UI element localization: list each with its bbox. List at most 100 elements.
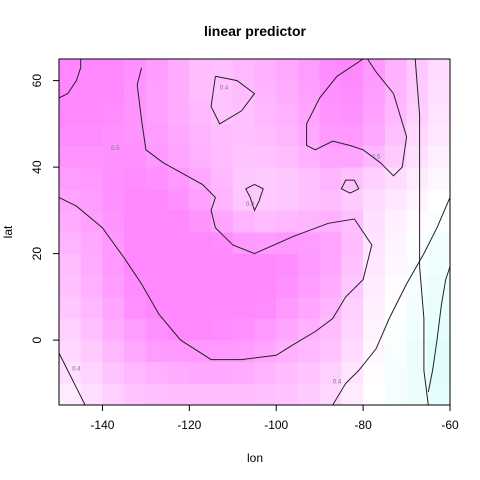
heatmap-cell bbox=[167, 80, 190, 103]
heatmap-cell bbox=[232, 210, 255, 233]
heatmap-cell bbox=[297, 80, 321, 103]
heatmap-cell bbox=[428, 167, 451, 190]
heatmap-cell bbox=[232, 253, 255, 276]
heatmap-cell bbox=[297, 59, 321, 82]
heatmap-cell bbox=[102, 361, 125, 384]
heatmap-cell bbox=[211, 80, 234, 103]
heatmap-cell bbox=[80, 188, 103, 211]
heatmap-cell bbox=[276, 383, 299, 406]
heatmap-cell bbox=[232, 232, 255, 255]
heatmap-cell bbox=[428, 340, 451, 363]
heatmap-cell bbox=[406, 188, 429, 211]
heatmap-cell bbox=[254, 59, 277, 82]
heatmap-cell bbox=[428, 383, 451, 406]
heatmap-cell bbox=[406, 340, 429, 363]
heatmap-cell bbox=[59, 318, 82, 341]
heatmap-cell bbox=[124, 188, 147, 211]
heatmap-cell bbox=[102, 318, 125, 341]
heatmap-cell bbox=[167, 123, 190, 146]
heatmap-cell bbox=[341, 80, 364, 103]
heatmap-cell bbox=[124, 340, 147, 363]
heatmap-cell bbox=[167, 167, 190, 190]
heatmap-cell bbox=[254, 145, 277, 168]
heatmap-cell bbox=[363, 188, 386, 211]
heatmap-cell bbox=[341, 296, 364, 319]
heatmap-cell bbox=[341, 275, 364, 298]
heatmap-cell bbox=[254, 232, 277, 255]
heatmap-cell bbox=[145, 232, 169, 255]
heatmap-cell bbox=[124, 167, 147, 190]
heatmap-cell bbox=[232, 383, 255, 406]
contour-line bbox=[58, 59, 82, 99]
heatmap-cell bbox=[341, 210, 364, 233]
heatmap-cell bbox=[254, 210, 277, 233]
heatmap-cell bbox=[406, 275, 429, 298]
heatmap-cell bbox=[145, 188, 169, 211]
heatmap-cell bbox=[276, 80, 299, 103]
heatmap-cell bbox=[363, 80, 386, 103]
heatmap-cell bbox=[384, 318, 407, 341]
heatmap-cell bbox=[80, 210, 103, 233]
contour-line bbox=[210, 75, 256, 125]
y-axis-label: lat bbox=[1, 225, 15, 238]
heatmap-cell bbox=[124, 59, 147, 82]
heatmap-cell bbox=[276, 253, 299, 276]
contour-label: 0.4 bbox=[333, 379, 342, 385]
heatmap-cell bbox=[319, 210, 342, 233]
heatmap-cell bbox=[297, 145, 321, 168]
heatmap-cell bbox=[211, 383, 234, 406]
heatmap-cell bbox=[124, 102, 147, 125]
heatmap-cell bbox=[297, 361, 321, 384]
heatmap-cell bbox=[297, 167, 321, 190]
heatmap-cell bbox=[363, 59, 386, 82]
heatmap-cell bbox=[363, 318, 386, 341]
heatmap-cell bbox=[145, 296, 169, 319]
heatmap-cell bbox=[341, 340, 364, 363]
heatmap-cell bbox=[319, 102, 342, 125]
heatmap-cell bbox=[189, 232, 212, 255]
contour-line bbox=[414, 58, 429, 406]
heatmap-cell bbox=[384, 383, 407, 406]
heatmap-cell bbox=[297, 102, 321, 125]
heatmap-cell bbox=[232, 188, 255, 211]
x-tick-label: -80 bbox=[354, 418, 372, 432]
heatmap-cell bbox=[145, 383, 169, 406]
heatmap-cell bbox=[102, 296, 125, 319]
y-tick-label: 40 bbox=[30, 160, 44, 174]
heatmap-cell bbox=[145, 361, 169, 384]
heatmap-cell bbox=[363, 361, 386, 384]
contour-line bbox=[245, 183, 264, 212]
heatmap-cell bbox=[102, 167, 125, 190]
heatmap-cell bbox=[276, 123, 299, 146]
heatmap-cell bbox=[102, 102, 125, 125]
heatmap-cell bbox=[211, 232, 234, 255]
heatmap-cell bbox=[232, 102, 255, 125]
heatmap-cell bbox=[254, 102, 277, 125]
heatmap-cell bbox=[189, 167, 212, 190]
heatmap-cell bbox=[59, 232, 82, 255]
contour-line bbox=[58, 67, 373, 361]
heatmap-cell bbox=[276, 102, 299, 125]
heatmap-cell bbox=[363, 275, 386, 298]
heatmap-cell bbox=[59, 340, 82, 363]
heatmap-cell bbox=[254, 318, 277, 341]
heatmap-cell bbox=[124, 275, 147, 298]
heatmap-cell bbox=[363, 123, 386, 146]
heatmap-cell bbox=[254, 123, 277, 146]
heatmap-cell bbox=[428, 80, 451, 103]
heatmap-cell bbox=[80, 102, 103, 125]
heatmap-cell bbox=[428, 253, 451, 276]
heatmap-cell bbox=[254, 383, 277, 406]
heatmap-cell bbox=[384, 296, 407, 319]
heatmap-cell bbox=[428, 145, 451, 168]
heatmap-cell bbox=[384, 102, 407, 125]
heatmap-cell bbox=[232, 80, 255, 103]
heatmap-cell bbox=[232, 145, 255, 168]
heatmap-cell bbox=[384, 188, 407, 211]
heatmap-cell bbox=[319, 59, 342, 82]
heatmap-cell bbox=[428, 275, 451, 298]
heatmap-cell bbox=[102, 80, 125, 103]
heatmap-cell bbox=[189, 145, 212, 168]
contour-label: 0.4 bbox=[246, 202, 255, 208]
heatmap-cell bbox=[167, 188, 190, 211]
